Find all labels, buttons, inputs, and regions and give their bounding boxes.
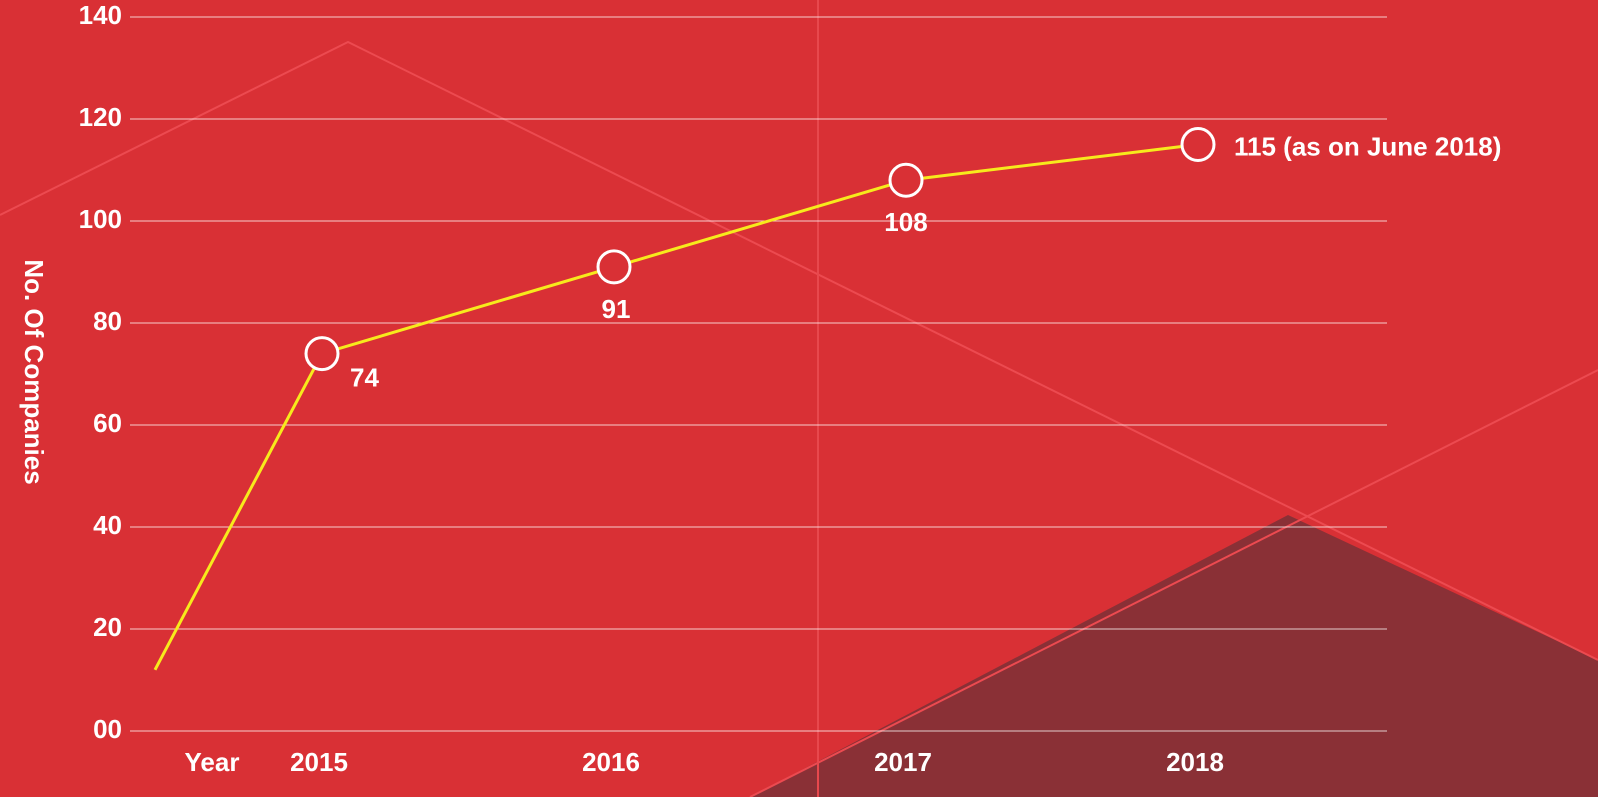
y-tick-label: 60: [93, 408, 122, 438]
y-tick-label: 100: [79, 204, 122, 234]
x-tick-label: 2018: [1166, 747, 1224, 777]
plot: 2015 2016 2017 2018 74 91 108 115 (as on June 2…: [153, 127, 1501, 777]
data-label: 108: [884, 207, 927, 237]
marker: [1180, 127, 1216, 162]
marker: [596, 249, 632, 285]
y-tick-label: 20: [93, 612, 122, 642]
marker: [304, 336, 340, 372]
x-axis-label: Year: [185, 747, 240, 777]
y-tick-label: 140: [79, 0, 122, 30]
x-tick-label: 2015: [290, 747, 348, 777]
decor-area: [750, 515, 1598, 797]
marker: [888, 162, 924, 198]
data-label: 74: [350, 362, 379, 392]
y-tick-label: 80: [93, 306, 122, 336]
grid: 00 20 40 60 80 100 120 140: [79, 0, 1387, 744]
x-tick-label: 2016: [582, 747, 640, 777]
y-tick-label: 00: [93, 714, 122, 744]
decor-line: [0, 40, 1598, 661]
x-tick-label: 2017: [874, 747, 932, 777]
y-axis-label: No. Of Companies: [19, 259, 49, 484]
y-tick-label: 120: [79, 102, 122, 132]
decor-line: [749, 369, 1598, 797]
data-label: 115 (as on June 2018): [1234, 131, 1501, 161]
y-tick-label: 40: [93, 510, 122, 540]
data-label: 91: [602, 294, 631, 324]
